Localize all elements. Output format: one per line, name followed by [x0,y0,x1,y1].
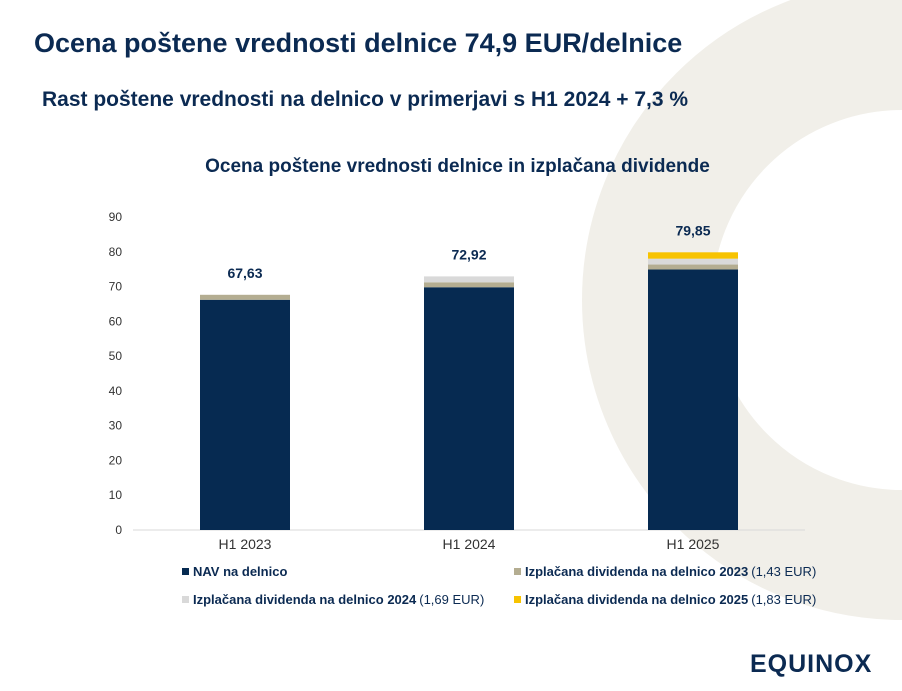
x-category-label-2: H1 2025 [667,536,720,552]
y-tick-label-3: 30 [109,419,123,433]
page-title: Ocena poštene vrednosti delnice 74,9 EUR… [34,28,683,58]
legend-item-div2023: Izplačana dividenda na delnico 2023 (1,4… [514,564,816,579]
bar-div2023-1 [424,282,514,288]
y-tick-label-7: 70 [109,280,123,294]
x-category-label-1: H1 2024 [443,536,496,552]
bar-div2023-2 [648,264,738,270]
legend-item-div2025: Izplačana dividenda na delnico 2025 (1,8… [514,592,816,607]
legend-item-div2024: Izplačana dividenda na delnico 2024 (1,6… [182,592,484,607]
bar-total-label-0: 67,63 [227,265,262,281]
legend-swatch-div2024 [182,596,189,603]
legend-label-div2025: Izplačana dividenda na delnico 2025 [525,592,749,607]
bar-div2023-0 [200,294,290,300]
y-tick-label-5: 50 [109,349,123,363]
page-subtitle: Rast poštene vrednosti na delnico v prim… [42,88,689,111]
x-category-label-0: H1 2023 [219,536,272,552]
legend-label-div2024: Izplačana dividenda na delnico 2024 [193,592,417,607]
y-tick-label-8: 80 [109,245,123,259]
legend-swatch-div2023 [514,568,521,575]
y-tick-label-4: 40 [109,384,123,398]
chart-title: Ocena poštene vrednosti delnice in izpla… [205,156,710,177]
legend-note-div2023: (1,43 EUR) [751,564,817,579]
legend-item-nav: NAV na delnico [182,564,287,579]
bar-div2024-2 [648,258,738,265]
legend-note-div2024: (1,69 EUR) [419,592,485,607]
bar-total-label-1: 72,92 [451,246,486,262]
bar-div2024-1 [424,276,514,283]
equinox-logo: EQUINOX [750,650,873,678]
bar-nav-2 [648,269,738,530]
legend-label-div2023: Izplačana dividenda na delnico 2023 [525,564,749,579]
bar-total-label-2: 79,85 [675,222,710,238]
legend-swatch-div2025 [514,596,521,603]
y-tick-label-6: 60 [109,314,123,328]
y-tick-label-2: 20 [109,453,123,467]
legend-note-div2025: (1,83 EUR) [751,592,817,607]
legend-swatch-nav [182,568,189,575]
bar-nav-0 [200,299,290,530]
legend-label-nav: NAV na delnico [193,564,288,579]
bar-nav-1 [424,287,514,530]
y-tick-label-9: 90 [109,210,123,224]
bar-div2025-2 [648,252,738,259]
y-tick-label-0: 0 [115,523,122,537]
y-tick-label-1: 10 [109,488,123,502]
